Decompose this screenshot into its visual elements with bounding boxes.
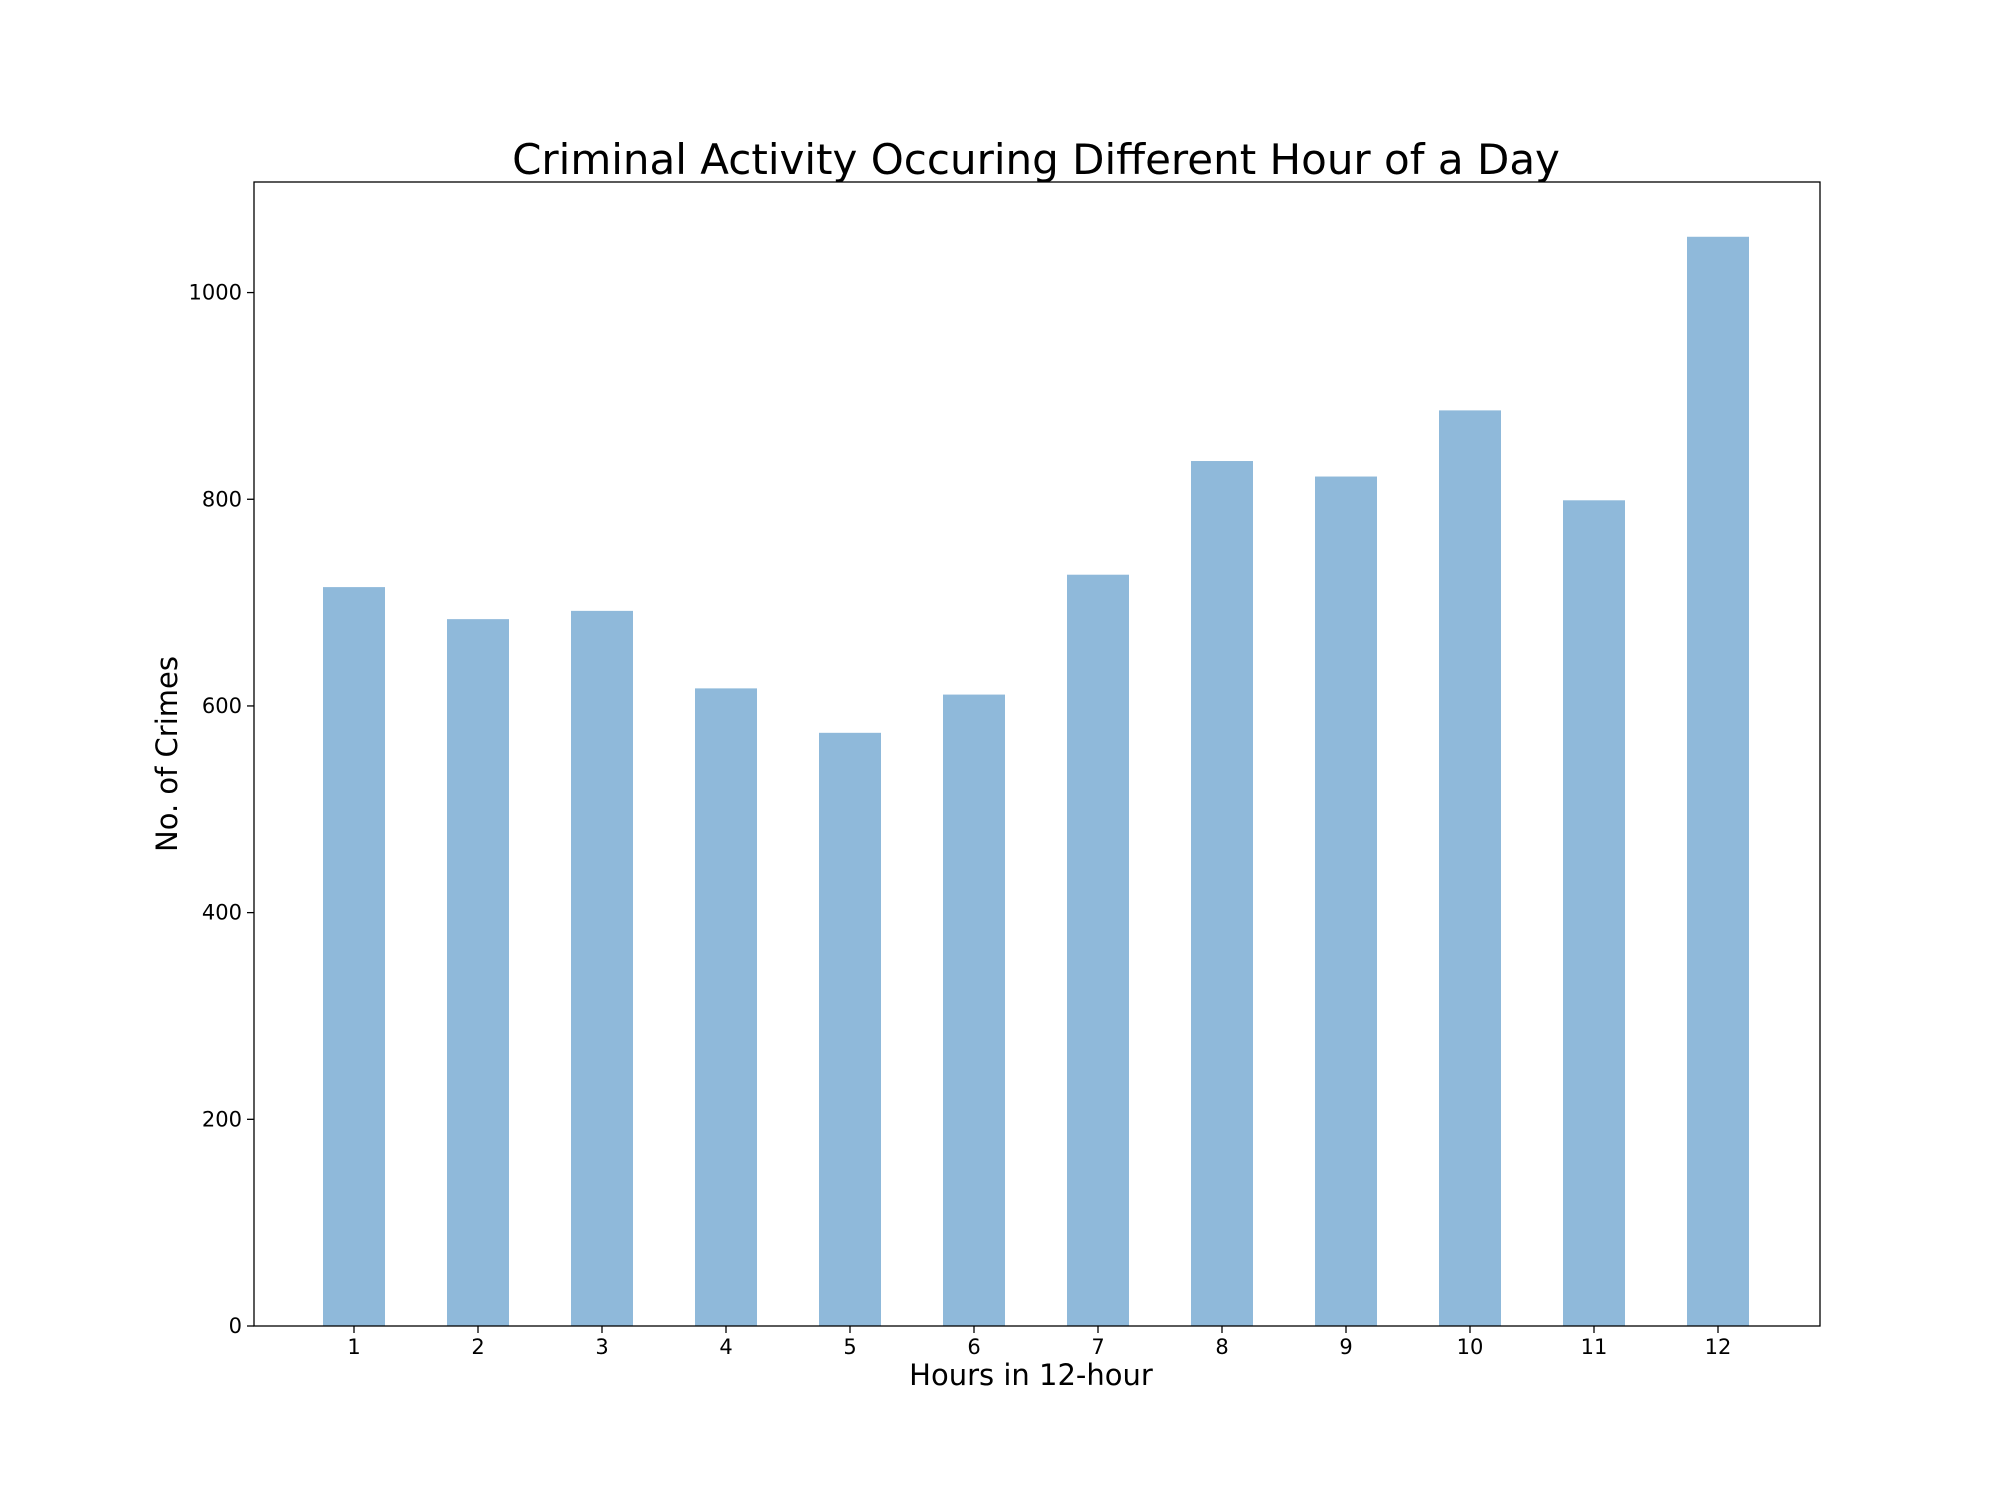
bar-hour-4 bbox=[695, 688, 757, 1326]
x-tick-label: 8 bbox=[1215, 1335, 1228, 1359]
x-tick-label: 1 bbox=[347, 1335, 360, 1359]
x-tick-label: 6 bbox=[967, 1335, 980, 1359]
x-tick-label: 10 bbox=[1457, 1335, 1484, 1359]
chart-title: Criminal Activity Occuring Different Hou… bbox=[512, 135, 1560, 184]
y-tick-label: 1000 bbox=[189, 281, 242, 305]
y-tick-label: 400 bbox=[202, 901, 242, 925]
y-axis-label: No. of Crimes bbox=[150, 656, 184, 852]
plot-area-frame bbox=[253, 181, 1821, 1327]
bar-hour-2 bbox=[447, 619, 509, 1326]
bar-hour-10 bbox=[1439, 410, 1501, 1327]
bar-hour-1 bbox=[323, 587, 385, 1326]
x-tick-label: 12 bbox=[1705, 1335, 1732, 1359]
x-tick-label: 7 bbox=[1091, 1335, 1104, 1359]
bar-hour-3 bbox=[571, 610, 633, 1326]
x-tick-label: 3 bbox=[595, 1335, 608, 1359]
x-axis: 1 2 3 4 5 6 7 8 9 10 11 12 bbox=[347, 1326, 1731, 1359]
bar-hour-5 bbox=[819, 732, 881, 1326]
y-tick-label: 200 bbox=[202, 1107, 242, 1131]
x-tick-label: 9 bbox=[1339, 1335, 1352, 1359]
bar-hour-6 bbox=[943, 694, 1005, 1326]
x-tick-label: 11 bbox=[1581, 1335, 1608, 1359]
y-tick-label: 600 bbox=[202, 694, 242, 718]
x-axis-label: Hours in 12-hour bbox=[909, 1358, 1153, 1392]
y-tick-label: 0 bbox=[229, 1314, 242, 1338]
y-tick-label: 800 bbox=[202, 487, 242, 511]
x-tick-label: 5 bbox=[843, 1335, 856, 1359]
y-axis: 0 200 400 600 800 1000 bbox=[189, 281, 254, 1338]
bar-hour-7 bbox=[1067, 574, 1129, 1326]
bars-group bbox=[323, 236, 1749, 1327]
x-tick-label: 2 bbox=[471, 1335, 484, 1359]
bar-hour-8 bbox=[1191, 461, 1253, 1326]
bar-hour-11 bbox=[1563, 500, 1625, 1326]
bar-hour-12 bbox=[1687, 236, 1749, 1326]
bar-hour-9 bbox=[1315, 476, 1377, 1326]
x-tick-label: 4 bbox=[719, 1335, 732, 1359]
